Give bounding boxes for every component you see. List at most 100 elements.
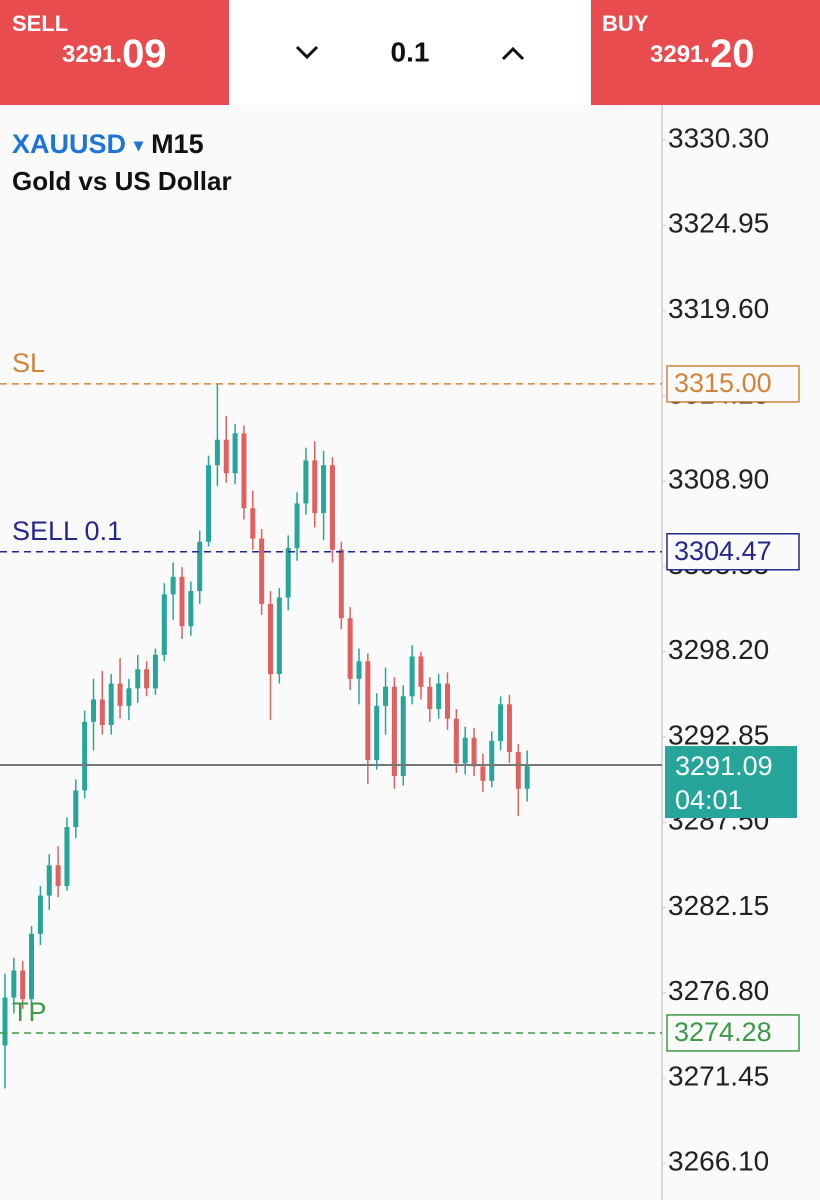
candle-body — [188, 591, 194, 627]
candle-body — [374, 705, 380, 761]
candle-body — [347, 618, 353, 679]
candle-body — [489, 740, 495, 781]
y-tick-label: 3271.45 — [668, 1060, 769, 1091]
volume-increase[interactable] — [501, 46, 525, 61]
candle-body — [391, 686, 397, 777]
description: Gold vs US Dollar — [12, 166, 232, 196]
candle-body — [471, 737, 477, 767]
candle-body — [179, 576, 185, 627]
candle-body — [356, 661, 362, 679]
countdown: 04:01 — [675, 785, 743, 815]
y-tick-label: 3266.10 — [668, 1146, 769, 1177]
y-tick-label: 3308.90 — [668, 464, 769, 495]
current-price-box — [665, 746, 797, 819]
current-price-label: 3291.09 — [675, 751, 773, 781]
volume-decrease[interactable] — [295, 45, 319, 60]
candle-body — [73, 790, 79, 828]
candle-body — [409, 656, 415, 697]
candle-body — [144, 669, 150, 689]
sell-label: SELL — [12, 11, 68, 36]
y-tick-label: 3319.60 — [668, 293, 769, 324]
candle-body — [294, 503, 300, 549]
price-line-name: SL — [12, 348, 45, 378]
candle-body — [82, 721, 88, 791]
candle-body — [480, 766, 486, 781]
y-tick-label: 3298.20 — [668, 634, 769, 665]
candle-body — [117, 683, 123, 706]
candle-body — [321, 465, 327, 514]
price-line-label: 3304.47 — [674, 536, 772, 566]
volume-value[interactable]: 0.1 — [391, 36, 430, 67]
candle-body — [250, 508, 256, 539]
candle-body — [197, 541, 203, 592]
candle-body — [338, 549, 344, 619]
candle-body — [232, 433, 238, 474]
buy-button[interactable] — [591, 0, 820, 105]
price-line-label: 3274.28 — [674, 1017, 772, 1047]
candle-body — [268, 603, 273, 675]
price-line-box — [666, 533, 800, 571]
price-line-name: TP — [12, 997, 47, 1027]
candle-body — [365, 661, 371, 761]
candle-body — [285, 548, 291, 598]
candle-body — [445, 683, 450, 719]
y-tick-label: 3292.85 — [668, 719, 769, 750]
candle-body — [418, 656, 424, 687]
candle-body — [170, 576, 176, 595]
candle-body — [46, 865, 52, 896]
candle-body — [161, 594, 167, 655]
buy-price-main: 3291. — [650, 41, 710, 68]
sell-button[interactable] — [0, 0, 229, 105]
candle-body — [206, 465, 212, 542]
y-tick-label: 3276.80 — [668, 975, 769, 1006]
candle-body — [303, 460, 309, 504]
candle-body — [436, 683, 442, 710]
candle-body — [241, 433, 247, 509]
symbol[interactable]: XAUUSD — [12, 129, 126, 159]
candle-body — [29, 933, 35, 1000]
price-line-box — [666, 1014, 800, 1052]
candle-body — [427, 686, 433, 710]
y-tick-label: 3324.95 — [668, 208, 769, 239]
candle-body — [506, 704, 512, 753]
candle-body — [20, 970, 26, 1000]
y-tick-label: 3330.30 — [668, 122, 769, 153]
symbol-dropdown[interactable]: ▾ — [133, 135, 144, 155]
sell-price: 3291.09 — [62, 32, 167, 76]
sell-price-main: 3291. — [62, 41, 122, 68]
y-tick-label: 3282.15 — [668, 890, 769, 921]
timeframe[interactable]: M15 — [151, 129, 204, 159]
candle-body — [99, 699, 105, 726]
price-line-label: 3315.00 — [674, 368, 772, 398]
candle-body — [312, 460, 318, 514]
buy-price-big: 20 — [710, 32, 755, 76]
candle-body — [524, 765, 530, 789]
candle-body — [64, 827, 70, 887]
sell-price-big: 09 — [122, 32, 167, 76]
candle-body — [515, 752, 521, 789]
plot: 3330.303324.953319.603314.253308.903303.… — [0, 122, 800, 1177]
price-line-name: SELL 0.1 — [12, 516, 122, 546]
candle-body — [462, 737, 468, 764]
candle-body — [383, 686, 389, 706]
candle-body — [2, 997, 8, 1046]
candle-body — [214, 439, 220, 466]
candle-body — [91, 699, 96, 722]
buy-price: 3291.20 — [650, 32, 755, 76]
candle-body — [108, 683, 114, 726]
symbol-line: XAUUSD ▾ M15 — [12, 129, 204, 159]
candle-body — [400, 696, 406, 777]
candle-body — [329, 465, 335, 550]
candle-body — [135, 669, 141, 689]
candle-body — [126, 688, 132, 706]
candle-body — [152, 654, 158, 689]
buy-label: BUY — [602, 11, 649, 36]
price-line-box — [666, 365, 800, 403]
candle-body — [55, 865, 61, 887]
candle-body — [276, 597, 282, 675]
candle-body — [259, 538, 265, 604]
volume-panel — [229, 0, 591, 105]
candle-body — [37, 895, 43, 934]
